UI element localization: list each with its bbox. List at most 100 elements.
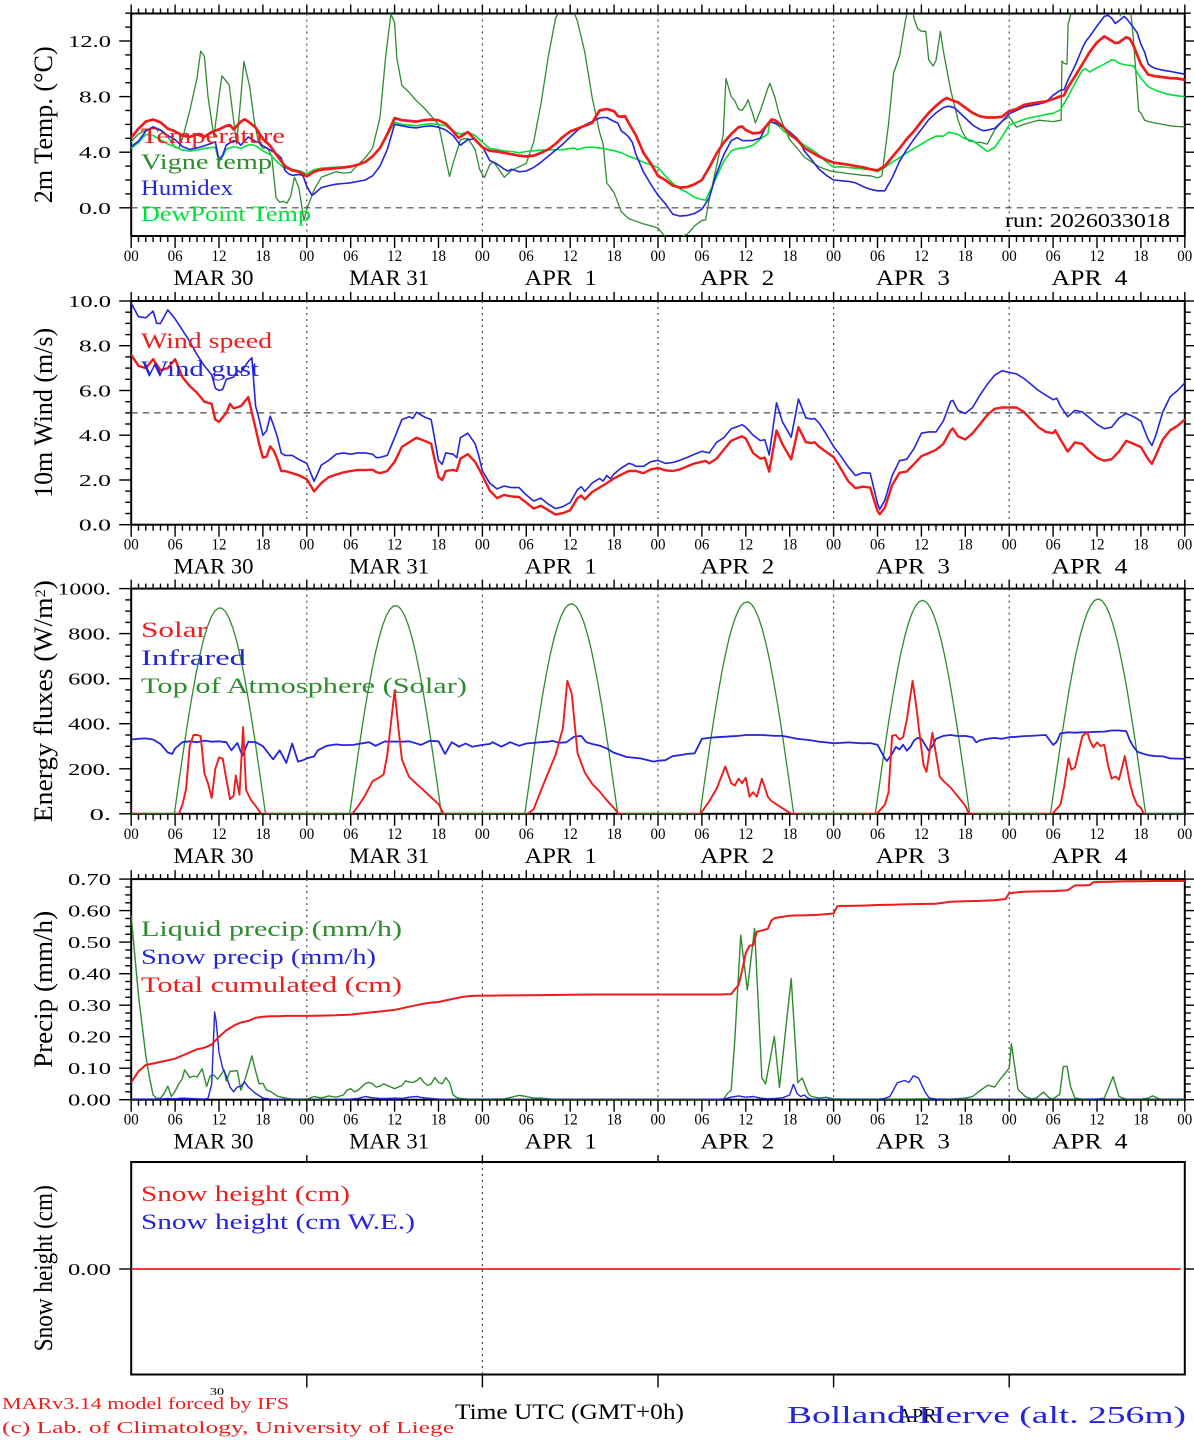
- svg-text:12: 12: [563, 1112, 578, 1129]
- svg-text:18: 18: [431, 248, 446, 265]
- svg-text:12: 12: [1090, 1112, 1105, 1129]
- svg-text:0.70: 0.70: [68, 870, 111, 889]
- svg-text:MAR 30: MAR 30: [174, 843, 254, 868]
- svg-text:00: 00: [475, 826, 490, 843]
- svg-text:4.0: 4.0: [79, 143, 111, 162]
- svg-text:12: 12: [914, 537, 929, 554]
- svg-text:MAR 31: MAR 31: [349, 554, 429, 579]
- svg-text:Vigne temp: Vigne temp: [141, 149, 272, 174]
- svg-text:06: 06: [1046, 248, 1061, 265]
- svg-text:12: 12: [1090, 826, 1105, 843]
- svg-text:00: 00: [124, 537, 139, 554]
- svg-text:06: 06: [343, 537, 358, 554]
- svg-text:06: 06: [168, 248, 183, 265]
- svg-text:06: 06: [343, 826, 358, 843]
- svg-text:06: 06: [343, 248, 358, 265]
- svg-text:18: 18: [1133, 248, 1148, 265]
- svg-text:18: 18: [958, 826, 973, 843]
- svg-text:Snow height (cm): Snow height (cm): [29, 1185, 58, 1351]
- svg-text:00: 00: [475, 537, 490, 554]
- svg-text:MAR 30: MAR 30: [174, 554, 254, 579]
- svg-text:00: 00: [124, 826, 139, 843]
- svg-text:00: 00: [1177, 537, 1192, 554]
- svg-text:00: 00: [299, 537, 314, 554]
- svg-text:06: 06: [1046, 826, 1061, 843]
- svg-text:10.0: 10.0: [68, 292, 111, 311]
- svg-text:06: 06: [870, 1112, 885, 1129]
- svg-text:18: 18: [958, 1112, 973, 1129]
- svg-text:MAR 30: MAR 30: [174, 265, 254, 290]
- svg-text:18: 18: [607, 1112, 622, 1129]
- svg-text:0.50: 0.50: [68, 933, 111, 952]
- svg-text:APR 2: APR 2: [700, 265, 774, 290]
- svg-text:00: 00: [826, 248, 841, 265]
- svg-text:06: 06: [519, 248, 534, 265]
- svg-text:DewPoint Temp: DewPoint Temp: [141, 201, 311, 226]
- svg-text:18: 18: [607, 826, 622, 843]
- svg-text:06: 06: [694, 537, 709, 554]
- svg-text:18: 18: [958, 248, 973, 265]
- svg-text:00: 00: [475, 248, 490, 265]
- svg-text:12: 12: [738, 537, 753, 554]
- svg-text:12.0: 12.0: [68, 32, 111, 51]
- svg-text:18: 18: [782, 1112, 797, 1129]
- svg-text:00: 00: [1177, 826, 1192, 843]
- svg-text:Solar: Solar: [141, 617, 208, 642]
- svg-text:06: 06: [870, 537, 885, 554]
- svg-text:00: 00: [651, 537, 666, 554]
- svg-text:APR 3: APR 3: [876, 554, 950, 579]
- svg-text:30: 30: [210, 1386, 225, 1398]
- svg-text:00: 00: [651, 826, 666, 843]
- svg-text:0.10: 0.10: [68, 1059, 111, 1078]
- svg-text:00: 00: [826, 537, 841, 554]
- svg-text:APR 4: APR 4: [1052, 1129, 1128, 1154]
- svg-text:0.60: 0.60: [68, 902, 111, 921]
- svg-text:00: 00: [1002, 826, 1017, 843]
- svg-text:18: 18: [431, 826, 446, 843]
- svg-text:MAR 31: MAR 31: [349, 265, 429, 290]
- svg-text:18: 18: [255, 826, 270, 843]
- svg-text:APR 2: APR 2: [700, 843, 774, 868]
- svg-text:APR 4: APR 4: [1052, 554, 1128, 579]
- svg-text:00: 00: [124, 248, 139, 265]
- svg-text:18: 18: [1133, 537, 1148, 554]
- svg-text:12: 12: [738, 248, 753, 265]
- svg-text:06: 06: [343, 1112, 358, 1129]
- svg-text:18: 18: [431, 537, 446, 554]
- svg-text:18: 18: [255, 1112, 270, 1129]
- svg-text:APR 3: APR 3: [876, 265, 950, 290]
- svg-text:Infrared: Infrared: [141, 645, 246, 670]
- svg-text:12: 12: [1090, 248, 1105, 265]
- svg-text:18: 18: [255, 248, 270, 265]
- svg-text:0.20: 0.20: [68, 1028, 111, 1047]
- svg-text:Total cumulated (cm): Total cumulated (cm): [141, 972, 402, 997]
- svg-text:12: 12: [563, 248, 578, 265]
- svg-text:400.: 400.: [68, 715, 111, 734]
- svg-text:12: 12: [914, 826, 929, 843]
- svg-text:2m Temp. (°C): 2m Temp. (°C): [29, 46, 58, 203]
- svg-text:APR 1: APR 1: [525, 554, 597, 579]
- svg-text:2.0: 2.0: [79, 471, 111, 490]
- svg-text:00: 00: [1002, 248, 1017, 265]
- svg-text:800.: 800.: [68, 625, 111, 644]
- svg-text:00: 00: [1177, 1112, 1192, 1129]
- svg-text:Top of Atmosphere (Solar): Top of Atmosphere (Solar): [141, 673, 467, 698]
- svg-text:00: 00: [299, 1112, 314, 1129]
- svg-text:APR 1: APR 1: [525, 1129, 597, 1154]
- svg-text:12: 12: [387, 248, 402, 265]
- svg-text:12: 12: [387, 537, 402, 554]
- svg-text:18: 18: [782, 826, 797, 843]
- svg-text:8.0: 8.0: [79, 337, 111, 356]
- svg-text:00: 00: [299, 248, 314, 265]
- svg-text:200.: 200.: [68, 760, 111, 779]
- svg-text:10m Wind (m/s): 10m Wind (m/s): [29, 328, 58, 498]
- svg-text:06: 06: [519, 1112, 534, 1129]
- svg-text:Time UTC (GMT+0h): Time UTC (GMT+0h): [455, 1399, 684, 1424]
- svg-text:APR 1: APR 1: [525, 843, 597, 868]
- svg-text:06: 06: [694, 826, 709, 843]
- svg-text:0.: 0.: [90, 805, 111, 824]
- svg-text:Precip (mm/h): Precip (mm/h): [29, 911, 58, 1068]
- svg-text:00: 00: [299, 826, 314, 843]
- svg-text:12: 12: [212, 1112, 227, 1129]
- svg-text:0.0: 0.0: [79, 516, 111, 535]
